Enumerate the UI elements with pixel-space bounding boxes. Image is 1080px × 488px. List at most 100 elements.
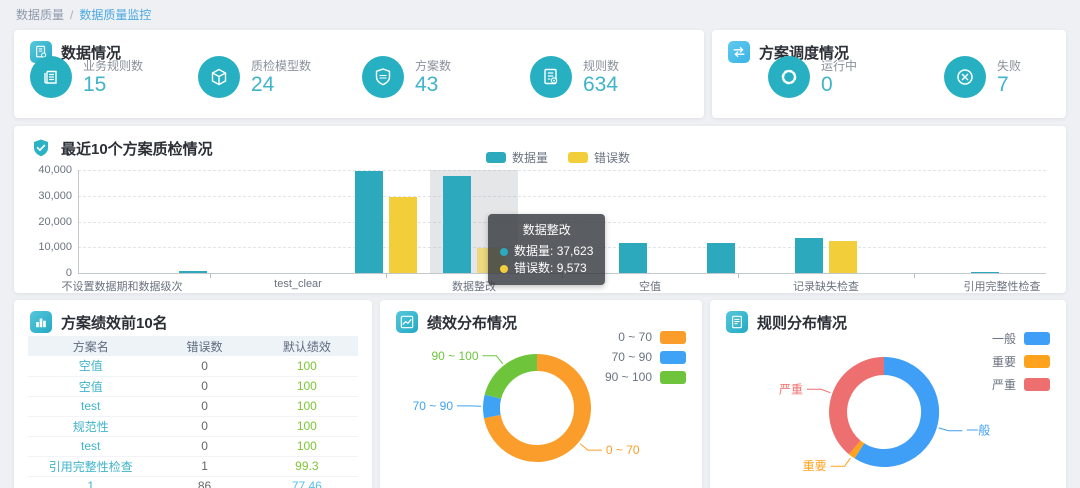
table-row: test 0 100 (28, 396, 358, 417)
pie-slice[interactable] (854, 356, 940, 467)
bar-data-volume[interactable] (355, 171, 383, 273)
pie-label-line (807, 388, 831, 394)
pie-legend-item[interactable]: 0 ~ 70 (605, 330, 686, 344)
x-axis-tick (914, 273, 915, 278)
breadcrumb-data-quality-monitoring[interactable]: 数据质量监控 (79, 8, 152, 22)
y-axis-tick-label: 20,000 (38, 215, 72, 228)
pie-legend-swatch (660, 330, 686, 344)
error-count-cell: 0 (153, 356, 256, 377)
bar-data-volume[interactable] (707, 243, 735, 273)
bar-data-volume[interactable] (795, 237, 823, 273)
rules-distribution-card: 规则分布情况 一般 重要 严重 一般 重要 严重 (710, 300, 1066, 488)
x-axis-label: 空值 (639, 281, 661, 293)
bar-data-volume[interactable] (971, 272, 999, 273)
bar-category-slot (342, 170, 430, 278)
plan-name-link[interactable]: 空值 (28, 376, 154, 397)
document-icon (726, 311, 748, 333)
performance-distribution-card: 绩效分布情况 0 ~ 70 70 ~ 90 90 ~ 100 0 ~ 70 70 ~ … (380, 300, 702, 488)
data-overview-card: 数据情况 业务规则数 15 质检模型数 24 方案数 (14, 30, 704, 118)
news-icon (30, 56, 72, 98)
plan-name-link[interactable]: test (28, 396, 154, 417)
pie-legend-label: 重要 (991, 355, 1016, 369)
breadcrumb-data-quality[interactable]: 数据质量 (16, 8, 65, 22)
bar-category-slot: 引用完整性检查 (958, 170, 1046, 293)
pie-callout-label: 一般 (966, 423, 990, 438)
table-header-row: 方案名 错误数 默认绩效 (28, 336, 358, 356)
cross-circle-icon (944, 56, 986, 98)
default-score-cell: 100 (255, 356, 358, 377)
error-count-cell: 86 (153, 476, 256, 488)
pie-slice[interactable] (484, 354, 538, 400)
bar-error-count[interactable] (829, 241, 857, 273)
x-axis-label: 引用完整性检查 (963, 281, 1041, 293)
metric-value: 43 (415, 72, 439, 96)
pie-slice[interactable] (848, 440, 865, 459)
column-default-score: 默认绩效 (255, 336, 358, 356)
bar-error-count[interactable] (389, 197, 417, 273)
data-volume-dot (500, 247, 508, 256)
column-plan-name: 方案名 (28, 336, 154, 356)
bar-data-volume[interactable] (443, 176, 471, 273)
plan-name-link[interactable]: test (28, 436, 154, 457)
pie-slice[interactable] (829, 357, 885, 455)
performance-table: 方案名 错误数 默认绩效 空值 0 100 空值 0 100 test 0 100 规范性 0 100… (28, 336, 358, 488)
column-error-count: 错误数 (153, 336, 256, 356)
x-axis-label: test_clear (274, 278, 322, 290)
plan-name-link[interactable]: 规范性 (28, 416, 154, 437)
pie-legend-label: 一般 (991, 332, 1016, 346)
legend-item-error-count[interactable]: 错误数 (568, 149, 630, 166)
legend-swatch (486, 152, 506, 163)
bar-category-slot (166, 170, 254, 278)
x-axis-label: 记录缺失检查 (793, 281, 859, 293)
pie-legend-swatch (660, 350, 686, 364)
pie-legend-label: 90 ~ 100 (604, 370, 652, 384)
performance-table-card: 方案绩效前10名 方案名 错误数 默认绩效 空值 0 100 空值 0 100 test 0 1… (14, 300, 372, 488)
pie-legend-item[interactable]: 90 ~ 100 (605, 370, 686, 384)
bar-chart-icon (30, 311, 52, 333)
pie-legend-item[interactable]: 一般 (992, 330, 1050, 347)
plan-name-link[interactable]: 引用完整性检查 (28, 456, 154, 477)
plan-name-link[interactable]: 空值 (28, 356, 154, 377)
plan-name-link[interactable]: 1 (28, 476, 154, 488)
breadcrumb-separator: / (70, 8, 74, 22)
pie-legend-item[interactable]: 严重 (992, 376, 1050, 393)
pie-legend-item[interactable]: 70 ~ 90 (605, 350, 686, 364)
pie-slice[interactable] (483, 394, 502, 419)
pie-callout-label: 90 ~ 100 (431, 349, 478, 363)
shield-icon (362, 56, 404, 98)
bar-data-volume[interactable] (179, 271, 207, 273)
chart-tooltip: 数据整改 数据量37,623 错误数9,573 (488, 214, 606, 285)
legend-item-data-volume[interactable]: 数据量 (486, 149, 548, 166)
pie-legend-swatch (660, 370, 686, 384)
error-count-cell: 0 (153, 436, 256, 457)
y-axis-tick-label: 40,000 (38, 164, 72, 176)
error-count-cell: 0 (153, 376, 256, 397)
default-score-cell: 77.46 (255, 476, 358, 488)
bar-chart-legend: 数据量 错误数 (486, 149, 630, 166)
tooltip-row: 错误数9,573 (500, 260, 593, 277)
pie-legend-item[interactable]: 重要 (992, 353, 1050, 370)
table-row: 空值 0 100 (28, 356, 358, 377)
metric-value: 0 (821, 72, 833, 96)
breadcrumb: 数据质量 / 数据质量监控 (16, 6, 151, 23)
default-score-cell: 100 (255, 436, 358, 457)
metric-rules: 规则数 634 (530, 56, 619, 98)
bar-data-volume[interactable] (619, 243, 647, 273)
qc-chart-title: 最近10个方案质检情况 (61, 140, 213, 158)
default-score-cell: 100 (255, 416, 358, 437)
bar-category-slot: 空值 (606, 170, 694, 293)
metric-label: 失败 (997, 58, 1022, 73)
metric-label: 规则数 (583, 58, 620, 73)
metric-value: 634 (583, 72, 619, 96)
legend-swatch (568, 152, 589, 163)
metric-qc-models: 质检模型数 24 (198, 56, 311, 98)
bar-category-slot: 记录缺失检查 (782, 170, 870, 293)
pie-legend-label: 70 ~ 90 (611, 350, 652, 364)
pie-slice[interactable] (483, 354, 591, 462)
error-count-cell: 0 (153, 416, 256, 437)
metric-plans: 方案数 43 (362, 56, 451, 98)
spinner-icon (768, 56, 810, 98)
metric-label: 质检模型数 (251, 58, 312, 73)
